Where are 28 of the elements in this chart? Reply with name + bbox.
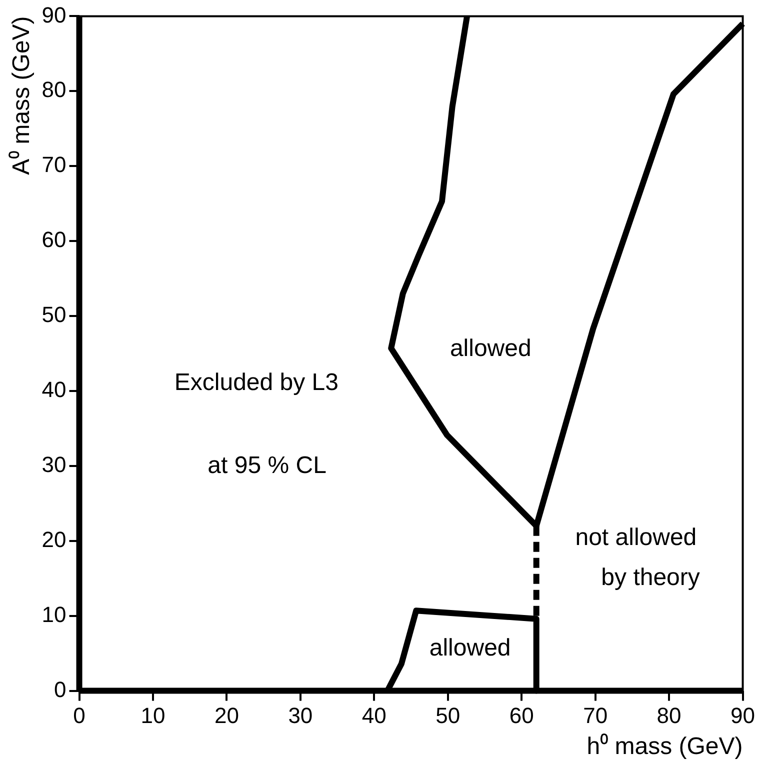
annotation: by theory [601,564,700,591]
y-tick-label: 0 [54,676,66,702]
x-tick-label: 70 [583,703,608,728]
annotation: allowed [450,335,532,362]
y-tick-label: 40 [42,377,66,402]
x-tick-label: 40 [362,703,386,728]
y-axis-title: A⁰ mass (GeV) [8,16,36,175]
x-tick-label: 30 [288,703,313,728]
annotation: Excluded by L3 [174,368,338,396]
x-tick-label: 90 [730,703,756,728]
annotation: allowed [429,634,511,662]
annotation: not allowed [575,524,697,551]
annotation: at 95 % CL [208,452,326,479]
x-tick-label: 50 [436,703,460,728]
y-tick-label: 70 [42,152,66,178]
y-tick-label: 30 [42,452,66,477]
x-tick-label: 10 [140,703,166,728]
x-tick-label: 20 [214,703,239,728]
y-tick-label: 50 [42,302,66,328]
y-tick-label: 80 [42,77,66,102]
x-tick-label: 60 [509,703,534,728]
y-tick-label: 90 [42,2,66,28]
x-tick-label: 80 [656,703,682,728]
x-axis-title: h⁰ mass (GeV) [586,733,743,760]
y-tick-label: 10 [42,602,66,627]
x-tick-label: 0 [73,703,86,728]
y-tick-label: 60 [42,227,66,252]
y-tick-label: 20 [42,526,66,552]
